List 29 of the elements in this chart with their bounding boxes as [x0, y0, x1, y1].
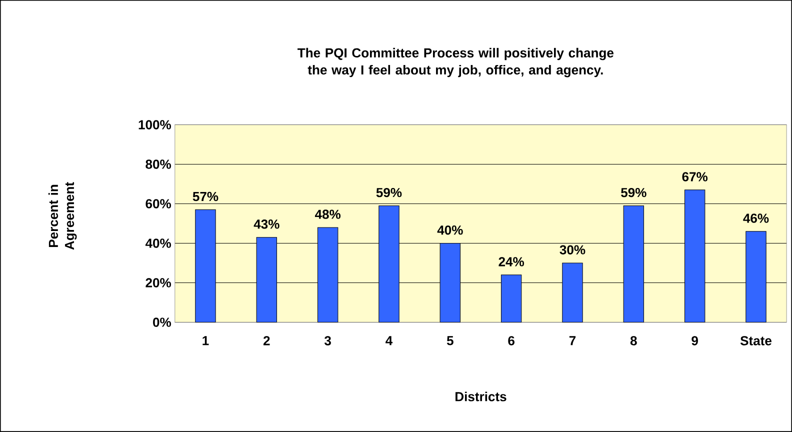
x-tick-label: 4: [386, 336, 393, 346]
y-tick-label: 0%: [153, 318, 172, 327]
x-tick-label: 3: [324, 336, 331, 346]
data-label: 59%: [376, 188, 402, 198]
x-tick-label: 8: [630, 336, 637, 346]
x-tick-label: 1: [202, 336, 209, 346]
data-label: 43%: [254, 220, 280, 229]
data-label: 67%: [682, 172, 708, 182]
data-label: 30%: [560, 245, 586, 254]
x-tick-label: 9: [692, 336, 698, 346]
y-axis-title: Percent in Agreement: [48, 182, 77, 250]
x-axis-title: Districts: [456, 392, 506, 402]
y-tick-label: 20%: [146, 278, 171, 288]
x-tick-label: 7: [569, 336, 576, 346]
x-tick-label: 5: [446, 336, 454, 346]
data-label: 57%: [192, 192, 218, 202]
x-tick-label: 6: [508, 336, 514, 346]
data-label: 46%: [743, 214, 769, 223]
data-label: 24%: [498, 257, 524, 266]
y-tick-label: 60%: [146, 199, 171, 208]
chart-title: The PQI Committee Process will positively change the way I feel about my job, office, and agency.: [298, 48, 614, 78]
data-label: 59%: [621, 188, 646, 198]
y-tick-label: 100%: [138, 120, 171, 130]
data-label: 40%: [437, 225, 463, 235]
x-tick-label: State: [740, 336, 772, 346]
y-tick-label: 80%: [146, 160, 171, 169]
y-tick-label: 40%: [145, 238, 171, 248]
data-label: 48%: [314, 210, 341, 219]
x-tick-label: 2: [263, 336, 270, 346]
